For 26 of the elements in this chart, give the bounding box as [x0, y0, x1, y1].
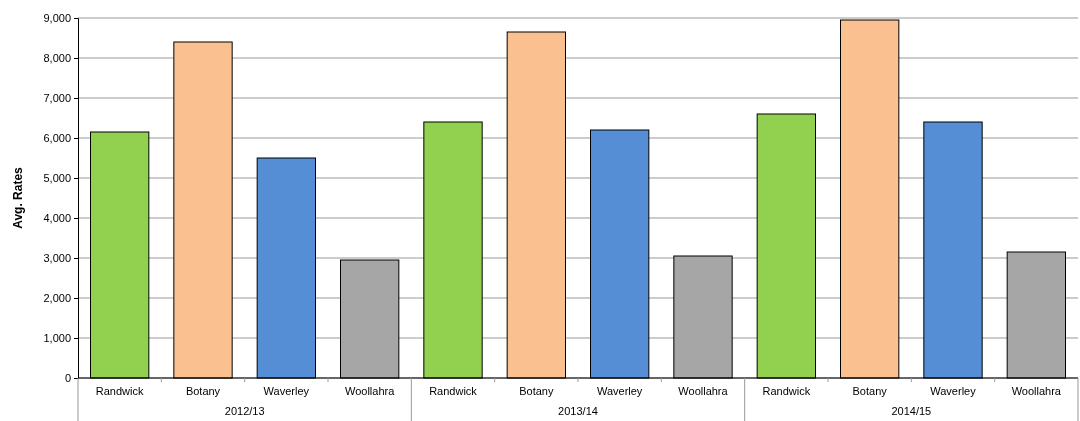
x-tick-label: Botany	[852, 385, 888, 397]
x-tick-label: Waverley	[263, 385, 310, 397]
y-tick-label: 6,000	[43, 132, 71, 145]
y-tick-label: 7,000	[43, 92, 71, 105]
x-tick-label: Botany	[519, 385, 554, 397]
x-tick-label: Woollahra	[345, 385, 396, 397]
y-tick-label: 0	[64, 372, 71, 385]
y-tick-label: 8,000	[43, 52, 71, 65]
text: 2013/14	[558, 405, 598, 417]
y-tick-label: 2,000	[43, 292, 71, 305]
y-axis-title: Avg. Rates	[11, 166, 25, 229]
y-tick-label: 5,000	[43, 172, 71, 185]
x-tick-label: Waverley	[930, 385, 977, 397]
y-tick-label: 3,000	[43, 252, 71, 265]
y-tick-label: 4,000	[43, 212, 71, 225]
x-tick-label: Botany	[185, 385, 221, 397]
x-tick-label: Randwick	[762, 385, 811, 397]
x-tick-label: Randwick	[429, 385, 478, 397]
x-tick-label: Waverley	[596, 385, 643, 397]
y-tick-label: 1,000	[43, 332, 71, 345]
text: 2012/13	[224, 405, 265, 417]
y-tick-label: 9,000	[43, 12, 71, 25]
text: 2014/15	[891, 405, 932, 417]
x-tick-label: Woollahra	[1011, 385, 1062, 397]
x-tick-label: Randwick	[95, 385, 145, 397]
x-tick-label: Woollahra	[678, 385, 729, 397]
